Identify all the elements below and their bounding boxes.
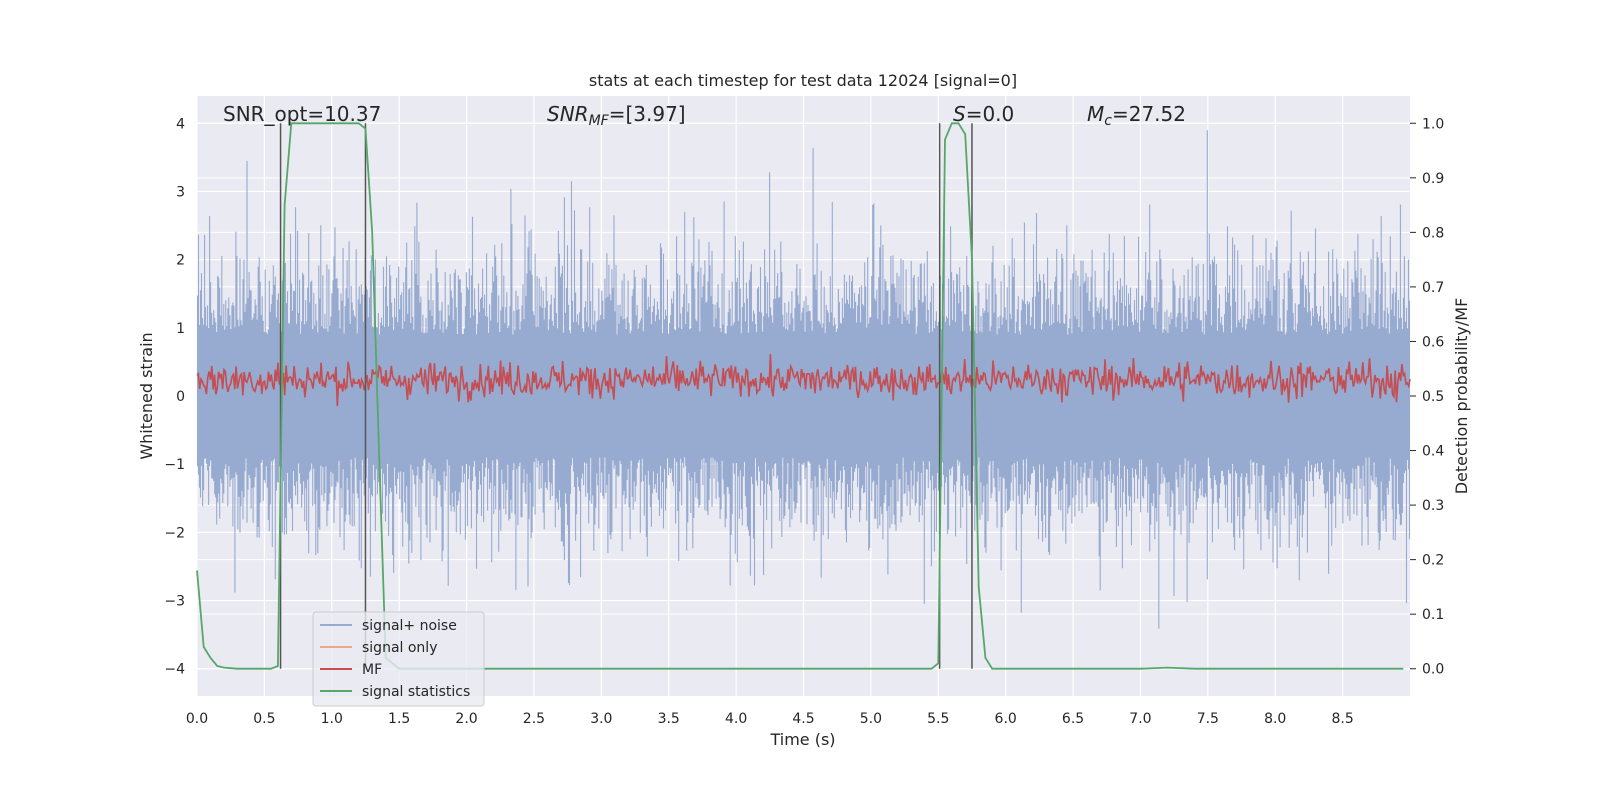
y-right-tick-label: 0.3 — [1422, 498, 1444, 514]
y-tick-label: 0 — [176, 389, 185, 405]
x-tick-label: 1.0 — [321, 711, 343, 727]
x-axis-label: Time (s) — [769, 730, 835, 749]
x-tick-label: 2.0 — [455, 711, 477, 727]
y-tick-label: 4 — [176, 116, 185, 132]
x-tick-label: 4.0 — [725, 711, 747, 727]
snr-mf-sub: MF — [589, 113, 610, 129]
y-right-axis-label: Detection probability/MF — [1452, 298, 1471, 495]
y-right-tick-label: 0.2 — [1422, 553, 1444, 569]
mf-series — [196, 354, 1411, 407]
y-right-tick-labels: 0.0 0.1 0.2 0.3 0.4 0.5 0.6 0.7 0.8 0.9 1.0 — [1410, 116, 1444, 678]
y-tick-labels: −4 −3 −2 −1 0 1 2 3 4 — [164, 116, 185, 677]
mf-line — [196, 354, 1411, 407]
x-tick-label: 7.5 — [1197, 711, 1219, 727]
legend-box — [312, 611, 485, 707]
x-tick-label: 4.5 — [792, 711, 814, 727]
y-right-tick-label: 0.4 — [1422, 444, 1444, 460]
x-tick-label: 0.5 — [253, 711, 275, 727]
x-tick-label: 6.5 — [1062, 711, 1084, 727]
y-right-tick-label: 0.9 — [1422, 171, 1444, 187]
snr-mf-value: =[3.97] — [609, 102, 686, 126]
x-tick-label: 2.5 — [523, 711, 545, 727]
y-tick-label: −2 — [164, 525, 185, 541]
y-tick-label: −4 — [164, 662, 185, 678]
y-right-tick-label: 0.7 — [1422, 280, 1444, 296]
s-annotation: S=0.0 — [953, 102, 1014, 126]
x-tick-label: 5.5 — [927, 711, 949, 727]
legend-label-signal: signal only — [362, 640, 437, 656]
mc-value: =27.52 — [1112, 102, 1186, 126]
s-value: =0.0 — [966, 102, 1015, 126]
y-right-tick-label: 1.0 — [1422, 116, 1444, 132]
x-tick-label: 5.0 — [860, 711, 882, 727]
legend: signal+ noise signal only MF signal stat… — [312, 611, 485, 707]
x-tick-label: 6.0 — [995, 711, 1017, 727]
noise-core-band — [197, 341, 1410, 451]
y-tick-label: −1 — [164, 457, 185, 473]
mc-annotation: Mc=27.52 — [1087, 102, 1186, 129]
y-tick-label: 2 — [176, 253, 185, 269]
snr-mf-label: SNR — [547, 102, 589, 126]
mc-label: M — [1087, 102, 1104, 126]
s-label: S — [953, 102, 966, 126]
y-right-tick-label: 0.1 — [1422, 607, 1444, 623]
legend-label-mf: MF — [362, 662, 382, 678]
y-right-tick-label: 0.8 — [1422, 225, 1444, 241]
signal-noise-series — [196, 130, 1411, 629]
y-right-tick-label: 0.5 — [1422, 389, 1444, 405]
x-tick-labels: 0.0 0.5 1.0 1.5 2.0 2.5 3.0 3.5 4.0 4.5 5.0 5.5 6.0 6… — [186, 711, 1354, 727]
x-tick-label: 0.0 — [186, 711, 208, 727]
legend-label-noise: signal+ noise — [362, 618, 457, 634]
chart-title: stats at each timestep for test data 120… — [589, 71, 1017, 90]
x-tick-label: 8.5 — [1331, 711, 1353, 727]
x-tick-label: 7.0 — [1129, 711, 1151, 727]
legend-label-stat: signal statistics — [362, 684, 470, 700]
y-right-tick-label: 0.6 — [1422, 334, 1444, 350]
snr-opt-annotation: SNR_opt=10.37 — [223, 102, 381, 126]
y-axis-label: Whitened strain — [137, 332, 156, 459]
y-tick-label: −3 — [164, 594, 185, 610]
mc-sub: c — [1104, 113, 1112, 129]
y-tick-label: 1 — [176, 321, 185, 337]
snr-mf-annotation: SNRMF=[3.97] — [547, 102, 686, 129]
x-tick-label: 3.0 — [590, 711, 612, 727]
y-tick-label: 3 — [176, 184, 185, 200]
x-tick-label: 1.5 — [388, 711, 410, 727]
x-tick-label: 3.5 — [658, 711, 680, 727]
x-tick-label: 8.0 — [1264, 711, 1286, 727]
y-right-tick-label: 0.0 — [1422, 662, 1444, 678]
